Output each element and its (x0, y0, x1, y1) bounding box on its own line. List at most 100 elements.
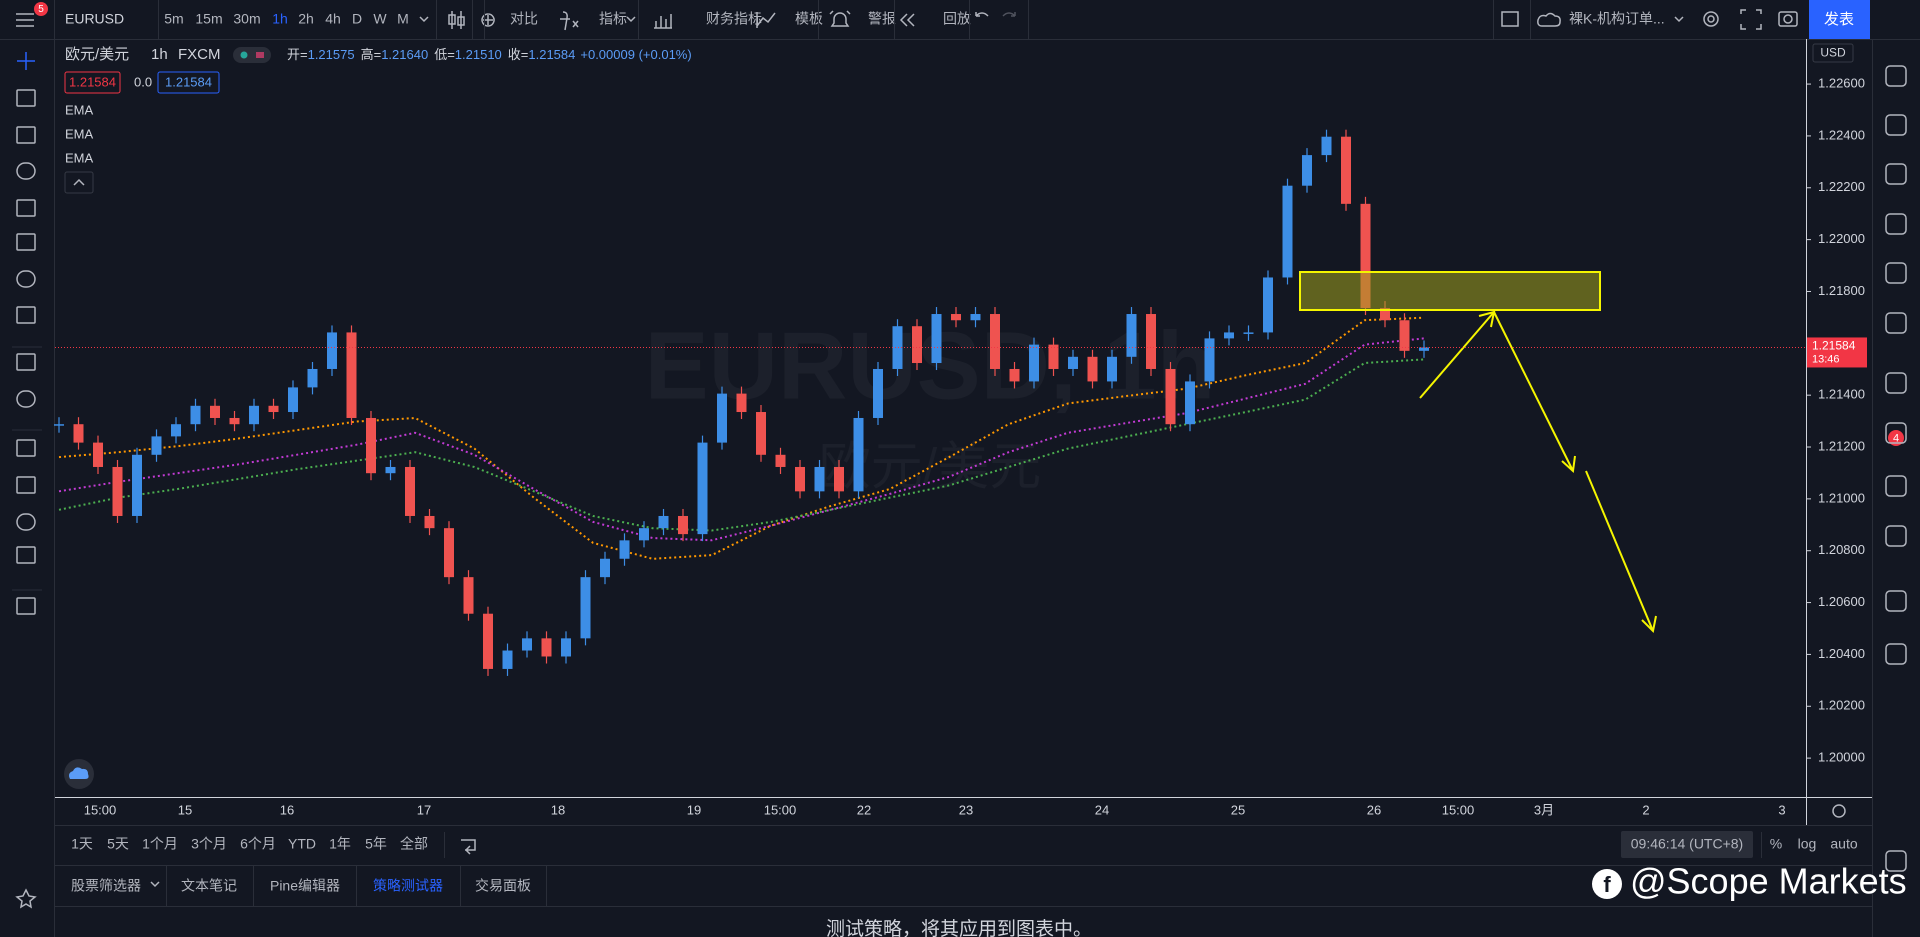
interval-dropdown[interactable] (419, 16, 429, 23)
side-icon[interactable] (1885, 475, 1907, 497)
toolbar-button[interactable]: 警报 (868, 11, 896, 27)
toolbar-button[interactable]: 对比 (510, 11, 538, 27)
settings-icon[interactable] (1703, 11, 1719, 27)
tool-icon[interactable] (17, 52, 35, 70)
side-icon[interactable] (1885, 372, 1907, 394)
tab-dropdown[interactable] (150, 881, 160, 888)
tool-icon[interactable] (16, 476, 36, 494)
tool-icon[interactable] (16, 199, 36, 217)
interval[interactable]: 1h (272, 11, 288, 27)
interval[interactable]: 2h (298, 11, 314, 27)
panel-tab[interactable]: 股票筛选器 (71, 878, 141, 894)
redo-icon[interactable] (1002, 12, 1016, 17)
tool-icon[interactable] (16, 546, 36, 564)
ask[interactable]: 1.21584 (165, 74, 212, 89)
side-icon[interactable] (1885, 525, 1907, 547)
highlight-zone[interactable] (1299, 271, 1601, 311)
fullscreen-icon[interactable] (1740, 9, 1762, 30)
side-icon[interactable] (1885, 422, 1907, 444)
scale-option[interactable]: auto (1830, 836, 1857, 852)
tool-icon[interactable] (16, 162, 36, 180)
button-icon[interactable] (829, 10, 851, 27)
interval[interactable]: 5m (164, 11, 183, 27)
snapshot-icon[interactable] (1778, 11, 1798, 27)
tool-icon[interactable] (16, 89, 36, 107)
indicator-label[interactable]: EMA (65, 126, 94, 141)
panel-tab[interactable]: 策略测试器 (373, 878, 443, 894)
publish-button[interactable]: 发表 (1824, 11, 1854, 28)
tool-icon[interactable] (16, 270, 36, 288)
button-icon[interactable] (899, 13, 915, 27)
collapse-button[interactable] (64, 171, 94, 194)
scale-option[interactable]: log (1798, 836, 1817, 852)
toolbar-button[interactable]: 指标 (599, 11, 627, 27)
ask-box[interactable] (157, 71, 220, 94)
tool-icon[interactable] (16, 126, 36, 144)
layout-dropdown[interactable] (1674, 16, 1684, 23)
side-icon[interactable] (1885, 312, 1907, 334)
panel-tab[interactable]: Pine编辑器 (270, 878, 340, 894)
panel-tab[interactable]: 文本笔记 (181, 878, 237, 894)
candle-body (463, 577, 474, 614)
favorites-icon[interactable] (15, 888, 37, 909)
clock[interactable]: 09:46:14 (UTC+8) (1631, 836, 1743, 852)
range-button[interactable]: YTD (288, 836, 316, 852)
range-button[interactable]: 6个月 (240, 836, 276, 852)
tool-icon[interactable] (16, 513, 36, 531)
button-icon[interactable] (481, 13, 495, 27)
goto-date[interactable] (461, 839, 476, 855)
interval[interactable]: 30m (233, 11, 260, 27)
side-icon[interactable] (1885, 213, 1907, 235)
button-icon[interactable] (654, 14, 672, 29)
range-button[interactable]: 1个月 (142, 836, 178, 852)
range-button[interactable]: 全部 (400, 836, 428, 852)
side-icon[interactable] (1885, 65, 1907, 87)
dropdown[interactable] (626, 16, 636, 23)
side-icon[interactable] (1885, 163, 1907, 185)
side-icon[interactable] (1885, 114, 1907, 136)
indicator-label[interactable]: EMA (65, 102, 94, 117)
bid[interactable]: 1.21584 (69, 74, 116, 89)
tool-icon[interactable] (16, 233, 36, 251)
menu-button[interactable]: 5 (16, 2, 48, 27)
side-icon[interactable] (1885, 590, 1907, 612)
toolbar-button[interactable]: 财务指标 (706, 11, 762, 27)
symbol-search[interactable]: EURUSD (65, 11, 124, 27)
range-button[interactable]: 1天 (71, 836, 93, 852)
interval[interactable]: D (352, 11, 362, 27)
interval[interactable]: W (373, 11, 387, 27)
currency-box[interactable] (1812, 43, 1854, 63)
currency[interactable]: USD (1820, 46, 1846, 60)
side-icon[interactable] (1885, 262, 1907, 284)
tool-icon[interactable] (16, 597, 36, 615)
interval[interactable]: M (397, 11, 409, 27)
range-button[interactable]: 1年 (329, 836, 351, 852)
range-button[interactable]: 5年 (365, 836, 387, 852)
indicator-label[interactable]: EMA (65, 150, 94, 165)
interval[interactable]: 15m (195, 11, 222, 27)
button-icon[interactable] (560, 11, 579, 31)
layout-name[interactable]: 裸K-机构订单... (1569, 11, 1665, 27)
tool-icon[interactable] (16, 390, 36, 408)
range-button[interactable]: 5天 (107, 836, 129, 852)
undo-icon[interactable] (975, 12, 989, 17)
scale-option[interactable]: % (1770, 836, 1782, 852)
axis-settings[interactable] (1832, 804, 1846, 818)
panel-tab[interactable]: 交易面板 (475, 878, 531, 894)
market-status[interactable] (233, 47, 271, 63)
tool-icon[interactable] (16, 306, 36, 324)
interval[interactable]: 4h (325, 11, 341, 27)
toolbar-button[interactable]: 模板 (795, 11, 823, 27)
toolbar-button[interactable]: 回放 (943, 11, 971, 27)
side-icon[interactable] (1885, 850, 1907, 872)
side-icon[interactable] (1885, 643, 1907, 665)
publish-button-bg[interactable] (1809, 0, 1870, 39)
tool-icon[interactable] (16, 439, 36, 457)
chart-style-button[interactable] (448, 11, 465, 29)
tool-icon[interactable] (16, 353, 36, 371)
range-button[interactable]: 3个月 (191, 836, 227, 852)
button-icon[interactable] (756, 12, 776, 28)
bid-box[interactable] (64, 71, 121, 94)
layout-icon[interactable] (1501, 11, 1519, 27)
projection-arrows[interactable] (1419, 310, 1657, 634)
